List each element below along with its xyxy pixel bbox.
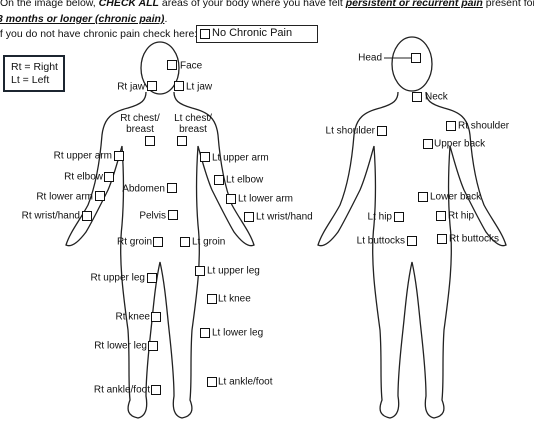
checkbox[interactable] (151, 385, 161, 395)
checkbox[interactable] (436, 211, 446, 221)
emphasis: persistent or recurrent pain (345, 0, 483, 9)
body-part-label: Lt lower leg (212, 327, 264, 339)
body-part-label: Lt wrist/hand (256, 211, 313, 223)
emphasis: 3 months or longer (chronic pain) (0, 13, 165, 25)
body-part-label: Lt upper arm (212, 152, 269, 164)
body-part-label: Lt groin (192, 236, 226, 248)
checkbox[interactable] (195, 266, 205, 276)
option-label: No Chronic Pain (212, 27, 293, 39)
checkbox[interactable] (145, 136, 155, 146)
checkbox[interactable] (446, 121, 456, 131)
back-body (317, 36, 507, 419)
front-body (65, 41, 255, 419)
checkbox[interactable] (412, 92, 422, 102)
checkbox[interactable] (407, 236, 417, 246)
checkbox[interactable] (394, 212, 404, 222)
body-part-label: Lt lower arm (238, 193, 294, 205)
body-part-label: Lt buttocks (356, 235, 405, 247)
checkbox[interactable] (226, 194, 236, 204)
text: present for the last (485, 0, 534, 9)
checkbox[interactable] (207, 294, 217, 304)
body-part-label: Rt buttocks (449, 233, 500, 245)
checkbox[interactable] (82, 211, 92, 221)
checkbox[interactable] (174, 81, 184, 91)
checkbox[interactable] (168, 210, 178, 220)
body-part-label: Rt lower arm (36, 191, 93, 203)
instructions-line1: On the image below, CHECK ALL areas of y… (0, 0, 534, 9)
body-part-label: Rt knee (115, 311, 150, 323)
checkbox[interactable] (104, 172, 114, 182)
body-part-label: Lt hip (367, 211, 392, 223)
checkbox[interactable] (200, 152, 210, 162)
checkbox[interactable] (147, 273, 157, 283)
body-part-label: Rt jaw (117, 81, 145, 93)
text: On the image below, (0, 0, 99, 9)
checkbox[interactable] (377, 126, 387, 136)
body-part-label: Face (180, 60, 203, 72)
body-part-label: Lt upper leg (207, 265, 260, 277)
legend-box: Rt = Right Lt = Left (3, 55, 65, 92)
legend-entry: Lt = Left (11, 74, 50, 86)
body-part-label: Lt chest/ breast (174, 113, 212, 135)
text: areas of your body where you have felt (158, 0, 346, 9)
body-part-label: Rt upper leg (90, 272, 145, 284)
body-part-label: Rt ankle/foot (93, 384, 150, 396)
checkbox[interactable] (411, 53, 421, 63)
body-part-label: Lt knee (218, 293, 251, 305)
checkbox[interactable] (151, 312, 161, 322)
body-part-label: Lt ankle/foot (218, 376, 273, 388)
checkbox[interactable] (214, 175, 224, 185)
body-part-label: Head (358, 52, 382, 64)
body-part-label: Pelvis (139, 210, 166, 222)
checkbox[interactable] (148, 341, 158, 351)
body-part-label: Abdomen (122, 183, 165, 195)
legend-entry: Rt = Right (11, 61, 58, 73)
checkbox[interactable] (207, 377, 217, 387)
body-part-label: Rt hip (448, 210, 475, 222)
body-part-label: Lt jaw (186, 81, 213, 93)
body-part-label: Neck (425, 91, 448, 103)
body-part-label: Rt groin (116, 236, 152, 248)
checkbox[interactable] (95, 191, 105, 201)
checkbox[interactable] (423, 139, 433, 149)
body-part-label: Rt upper arm (53, 150, 112, 162)
emphasis: CHECK ALL (98, 0, 159, 9)
checkbox[interactable] (153, 237, 163, 247)
checkbox[interactable] (200, 328, 210, 338)
checkbox[interactable] (167, 60, 177, 70)
checkbox[interactable] (114, 151, 124, 161)
checkbox[interactable] (418, 192, 428, 202)
no-chronic-option[interactable]: No Chronic Pain (196, 25, 318, 43)
instructions-line2: 3 months or longer (chronic pain). (0, 13, 167, 25)
body-part-label: Rt chest/ breast (120, 113, 160, 135)
body-part-label: Lower back (430, 191, 482, 203)
body-part-label: Lt elbow (226, 174, 264, 186)
checkbox[interactable] (147, 81, 157, 91)
checkbox[interactable] (437, 234, 447, 244)
text: . (164, 13, 168, 25)
checkbox[interactable] (200, 29, 210, 39)
body-part-label: Rt lower leg (94, 340, 147, 352)
body-part-label: Lt shoulder (325, 125, 375, 137)
checkbox[interactable] (167, 183, 177, 193)
no-chronic-prompt: If you do not have chronic pain check he… (0, 28, 198, 40)
body-part-label: Rt elbow (64, 171, 103, 183)
checkbox[interactable] (180, 237, 190, 247)
checkbox[interactable] (177, 136, 187, 146)
checkbox[interactable] (244, 212, 254, 222)
body-part-label: Rt shoulder (458, 120, 510, 132)
body-part-label: Rt wrist/hand (21, 210, 80, 222)
body-part-label: Upper back (434, 138, 486, 150)
